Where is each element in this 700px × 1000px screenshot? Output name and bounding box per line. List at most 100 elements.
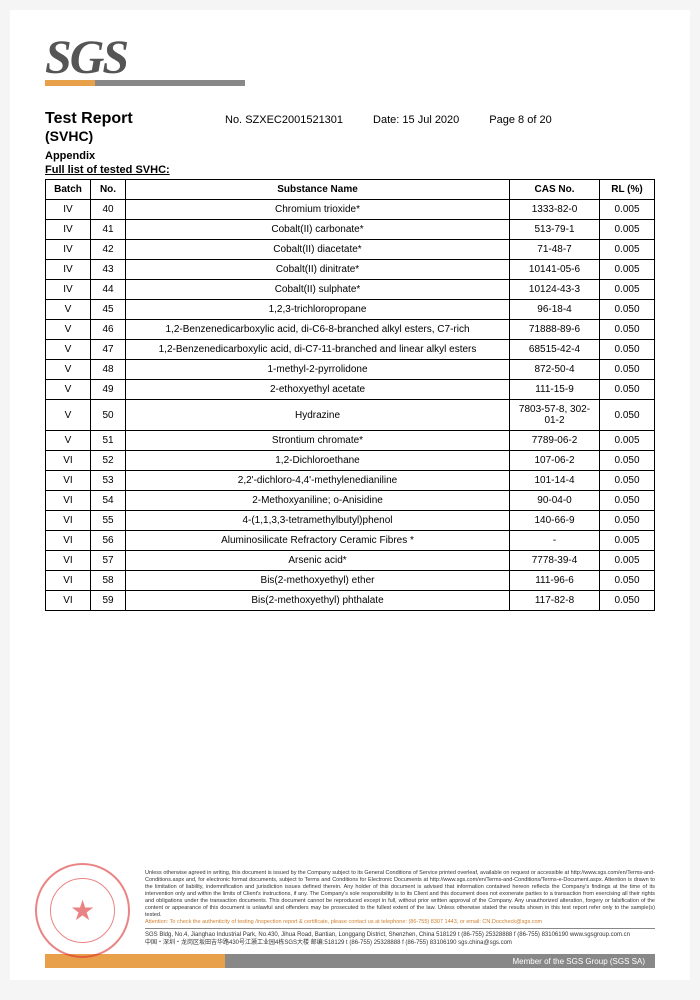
table-row: V492-ethoxyethyl acetate111-15-90.050: [46, 380, 655, 400]
cell-cas: 7778-39-4: [510, 551, 600, 571]
cell-no: 45: [91, 300, 126, 320]
table-row: IV42Cobalt(II) diacetate*71-48-70.005: [46, 240, 655, 260]
table-row: IV41Cobalt(II) carbonate*513-79-10.005: [46, 220, 655, 240]
report-page: Page 8 of 20: [489, 114, 551, 126]
cell-no: 41: [91, 220, 126, 240]
cell-batch: VI: [46, 451, 91, 471]
cell-rl: 0.050: [600, 320, 655, 340]
header-row: Test Report No. SZXEC2001521301 Date: 15…: [45, 110, 655, 128]
table-row: VI532,2'-dichloro-4,4'-methylenedianilin…: [46, 471, 655, 491]
appendix-label: Appendix: [45, 150, 655, 162]
cell-batch: IV: [46, 200, 91, 220]
table-row: V471,2-Benzenedicarboxylic acid, di-C7-1…: [46, 340, 655, 360]
cell-batch: IV: [46, 240, 91, 260]
cell-rl: 0.005: [600, 260, 655, 280]
cell-cas: 90-04-0: [510, 491, 600, 511]
cell-name: 2,2'-dichloro-4,4'-methylenedianiline: [126, 471, 510, 491]
table-row: V51Strontium chromate*7789-06-20.005: [46, 431, 655, 451]
cell-cas: 71-48-7: [510, 240, 600, 260]
table-row: VI58Bis(2-methoxyethyl) ether111-96-60.0…: [46, 571, 655, 591]
table-row: IV43Cobalt(II) dinitrate*10141-05-60.005: [46, 260, 655, 280]
cell-rl: 0.050: [600, 300, 655, 320]
cell-batch: IV: [46, 280, 91, 300]
col-batch: Batch: [46, 180, 91, 200]
cell-cas: 10124-43-3: [510, 280, 600, 300]
col-no: No.: [91, 180, 126, 200]
cell-batch: VI: [46, 511, 91, 531]
cell-no: 48: [91, 360, 126, 380]
sgs-logo: SGS: [45, 30, 655, 85]
star-icon: ★: [70, 894, 95, 927]
cell-rl: 0.050: [600, 400, 655, 431]
cell-rl: 0.005: [600, 551, 655, 571]
cell-rl: 0.005: [600, 220, 655, 240]
table-row: IV40Chromium trioxide*1333-82-00.005: [46, 200, 655, 220]
cell-rl: 0.005: [600, 200, 655, 220]
cell-batch: VI: [46, 471, 91, 491]
cell-no: 46: [91, 320, 126, 340]
table-row: VI554-(1,1,3,3-tetramethylbutyl)phenol14…: [46, 511, 655, 531]
cell-name: Bis(2-methoxyethyl) ether: [126, 571, 510, 591]
cell-rl: 0.050: [600, 591, 655, 611]
col-cas: CAS No.: [510, 180, 600, 200]
cell-name: Aluminosilicate Refractory Ceramic Fibre…: [126, 531, 510, 551]
cell-cas: 7789-06-2: [510, 431, 600, 451]
cell-name: Bis(2-methoxyethyl) phthalate: [126, 591, 510, 611]
cell-cas: 10141-05-6: [510, 260, 600, 280]
cell-batch: V: [46, 400, 91, 431]
cell-batch: V: [46, 380, 91, 400]
member-text: Member of the SGS Group (SGS SA): [513, 957, 646, 966]
cell-no: 47: [91, 340, 126, 360]
cell-cas: 513-79-1: [510, 220, 600, 240]
table-row: V50Hydrazine7803-57-8, 302-01-20.050: [46, 400, 655, 431]
cell-no: 40: [91, 200, 126, 220]
cell-cas: -: [510, 531, 600, 551]
logo-underline: [45, 80, 245, 86]
svhc-table: Batch No. Substance Name CAS No. RL (%) …: [45, 179, 655, 611]
cell-no: 56: [91, 531, 126, 551]
cell-cas: 111-96-6: [510, 571, 600, 591]
cell-rl: 0.050: [600, 471, 655, 491]
cell-rl: 0.005: [600, 240, 655, 260]
cell-batch: VI: [46, 551, 91, 571]
cell-name: 2-Methoxyaniline; o-Anisidine: [126, 491, 510, 511]
cell-name: 1,2,3-trichloropropane: [126, 300, 510, 320]
cell-batch: VI: [46, 571, 91, 591]
cell-cas: 107-06-2: [510, 451, 600, 471]
cell-rl: 0.005: [600, 531, 655, 551]
cell-name: Cobalt(II) carbonate*: [126, 220, 510, 240]
disclaimer-text: Unless otherwise agreed in writing, this…: [145, 870, 655, 925]
cell-rl: 0.050: [600, 360, 655, 380]
cell-name: 4-(1,1,3,3-tetramethylbutyl)phenol: [126, 511, 510, 531]
cell-no: 51: [91, 431, 126, 451]
cell-cas: 101-14-4: [510, 471, 600, 491]
table-row: VI56Aluminosilicate Refractory Ceramic F…: [46, 531, 655, 551]
table-row: VI521,2-Dichloroethane107-06-20.050: [46, 451, 655, 471]
report-no: No. SZXEC2001521301: [225, 114, 343, 126]
cell-no: 42: [91, 240, 126, 260]
cell-name: 1,2-Benzenedicarboxylic acid, di-C6-8-br…: [126, 320, 510, 340]
cell-cas: 71888-89-6: [510, 320, 600, 340]
cell-no: 55: [91, 511, 126, 531]
cell-name: Hydrazine: [126, 400, 510, 431]
cell-no: 50: [91, 400, 126, 431]
footer-bar: Member of the SGS Group (SGS SA): [45, 954, 655, 968]
cell-batch: IV: [46, 260, 91, 280]
cell-cas: 872-50-4: [510, 360, 600, 380]
logo-area: SGS: [45, 30, 655, 100]
company-stamp: ★: [35, 863, 130, 958]
col-rl: RL (%): [600, 180, 655, 200]
cell-name: 1-methyl-2-pyrrolidone: [126, 360, 510, 380]
cell-no: 44: [91, 280, 126, 300]
cell-rl: 0.050: [600, 491, 655, 511]
cell-name: 2-ethoxyethyl acetate: [126, 380, 510, 400]
cell-rl: 0.050: [600, 511, 655, 531]
cell-name: Cobalt(II) diacetate*: [126, 240, 510, 260]
table-row: VI59Bis(2-methoxyethyl) phthalate117-82-…: [46, 591, 655, 611]
table-row: IV44Cobalt(II) sulphate*10124-43-30.005: [46, 280, 655, 300]
cell-name: 1,2-Dichloroethane: [126, 451, 510, 471]
cell-no: 53: [91, 471, 126, 491]
footer: ★ Unless otherwise agreed in writing, th…: [45, 870, 655, 968]
cell-batch: V: [46, 320, 91, 340]
report-page: SGS Test Report No. SZXEC2001521301 Date…: [10, 10, 690, 980]
